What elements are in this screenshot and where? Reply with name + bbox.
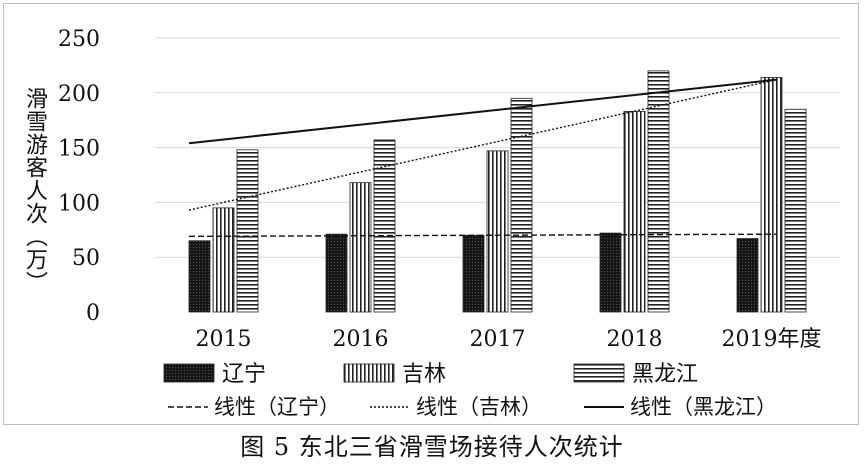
y-tick-label-250: 250 xyxy=(58,27,100,52)
bar-黑龙江-2016 xyxy=(373,139,396,313)
trendline-线性（黑龙江） xyxy=(188,78,777,145)
bar-黑龙江-2019年度 xyxy=(784,108,807,313)
bar-黑龙江-2017 xyxy=(510,97,533,313)
bar-黑龙江-2018 xyxy=(647,70,670,313)
x-axis-ticks: 2015 2016 2017 2018 2019年度 xyxy=(196,327,822,352)
legend-swatch-吉林 xyxy=(343,363,395,383)
y-axis-ticks: 0 50 100 150 200 250 xyxy=(58,27,100,326)
y-tick-label-0: 0 xyxy=(86,301,100,326)
y-tick-label-200: 200 xyxy=(58,82,100,107)
chart-frame xyxy=(3,3,859,425)
legend-label-吉林: 吉林 xyxy=(402,362,446,387)
x-tick-label-2017: 2017 xyxy=(470,327,526,352)
legend-trend-label-线性（吉林）: 线性（吉林） xyxy=(416,395,542,419)
x-tick-label-2018: 2018 xyxy=(607,327,663,352)
bar-吉林-2017 xyxy=(486,150,509,313)
y-tick-label-50: 50 xyxy=(72,246,100,271)
x-tick-label-2016: 2016 xyxy=(333,327,389,352)
trendline-线性（辽宁） xyxy=(188,233,777,238)
bar-吉林-2015 xyxy=(212,207,235,313)
legend-label-黑龙江: 黑龙江 xyxy=(632,362,698,387)
legend-swatch-辽宁 xyxy=(163,363,215,383)
x-tick-label-2015: 2015 xyxy=(196,327,252,352)
legend-trend-label-线性（辽宁）: 线性（辽宁） xyxy=(214,395,340,419)
y-tick-label-100: 100 xyxy=(58,191,100,216)
bar-辽宁-2016 xyxy=(325,233,348,313)
y-axis-label: 滑雪游客人次（万） xyxy=(22,86,47,294)
bar-黑龙江-2015 xyxy=(236,149,259,313)
legend-swatch-黑龙江 xyxy=(573,363,625,383)
bar-吉林-2019年度 xyxy=(760,77,783,313)
bar-辽宁-2018 xyxy=(599,232,622,313)
bar-辽宁-2017 xyxy=(462,234,485,313)
bar-chart: 0 50 100 150 200 250 2015 2016 2017 2018 2019年度 辽… xyxy=(58,27,840,419)
chart-caption: 图 5 东北三省滑雪场接待人次统计 xyxy=(240,433,624,461)
legend-label-辽宁: 辽宁 xyxy=(222,362,266,387)
y-tick-label-150: 150 xyxy=(58,137,100,162)
bar-辽宁-2019年度 xyxy=(736,238,759,313)
bar-吉林-2018 xyxy=(623,111,646,313)
legend-trend-label-线性（黑龙江）: 线性（黑龙江） xyxy=(630,395,777,419)
bar-辽宁-2015 xyxy=(188,240,211,313)
bars xyxy=(188,70,807,313)
trendline-线性（吉林） xyxy=(188,78,777,211)
trendlines xyxy=(188,78,777,238)
bar-吉林-2016 xyxy=(349,182,372,313)
x-tick-label-2019年度: 2019年度 xyxy=(722,327,822,352)
